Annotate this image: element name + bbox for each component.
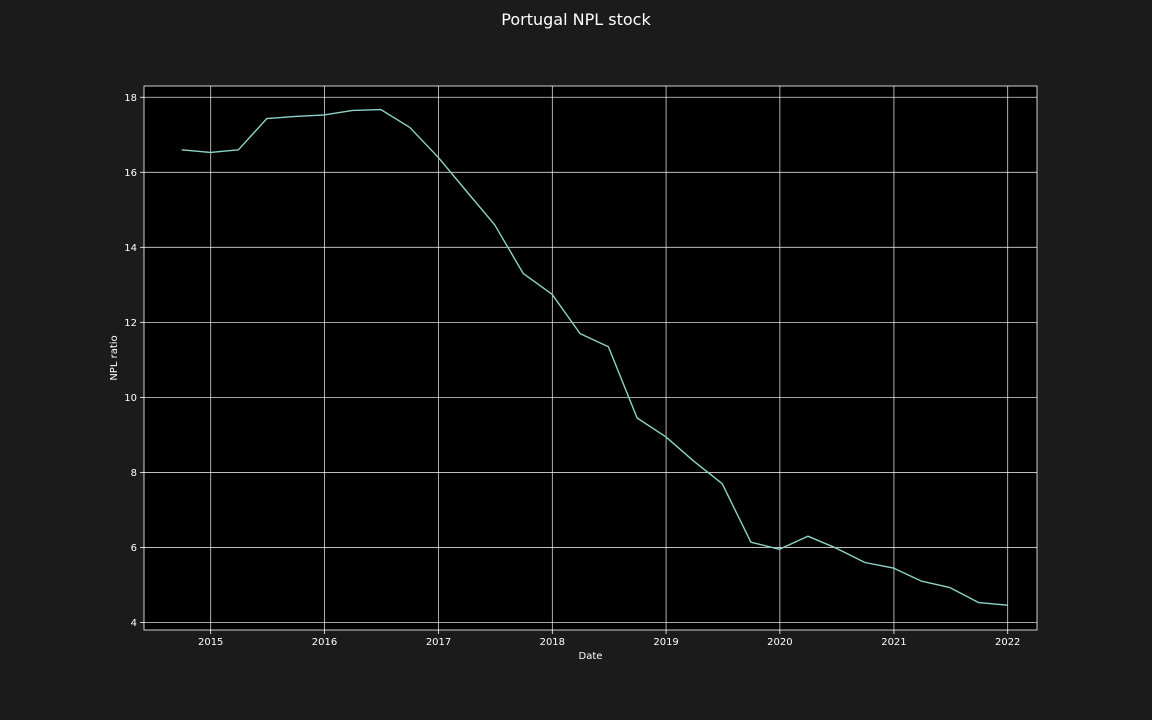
- x-tick-label: 2020: [767, 637, 792, 648]
- x-tick-label: 2021: [881, 637, 906, 648]
- x-tick-label: 2018: [540, 637, 565, 648]
- y-tick-label: 4: [131, 618, 137, 629]
- y-tick-label: 10: [124, 393, 137, 404]
- grid-lines: [144, 86, 1037, 630]
- x-tick-label: 2015: [198, 637, 223, 648]
- y-tick-label: 14: [124, 243, 137, 254]
- x-axis: 2015 2016 2017 2018 2019 2020 2021 2022: [198, 630, 1020, 648]
- y-axis: 4 6 8 10 12 14 16 18: [124, 93, 144, 629]
- x-tick-label: 2019: [653, 637, 678, 648]
- y-tick-label: 6: [131, 543, 137, 554]
- plot-frame: [143, 85, 1038, 631]
- y-tick-label: 12: [124, 318, 137, 329]
- x-tick-label: 2022: [995, 637, 1020, 648]
- series-line: [181, 108, 1008, 606]
- plot-area: [144, 86, 1037, 630]
- y-axis-label: NPL ratio: [109, 335, 120, 380]
- y-tick-label: 8: [131, 468, 137, 479]
- chart-title: Portugal NPL stock: [501, 10, 651, 29]
- y-tick-label: 18: [124, 93, 137, 104]
- x-tick-label: 2016: [312, 637, 337, 648]
- x-tick-label: 2017: [426, 637, 451, 648]
- x-axis-label: Date: [579, 651, 603, 662]
- y-tick-label: 16: [124, 168, 137, 179]
- series-layer: [181, 108, 1008, 606]
